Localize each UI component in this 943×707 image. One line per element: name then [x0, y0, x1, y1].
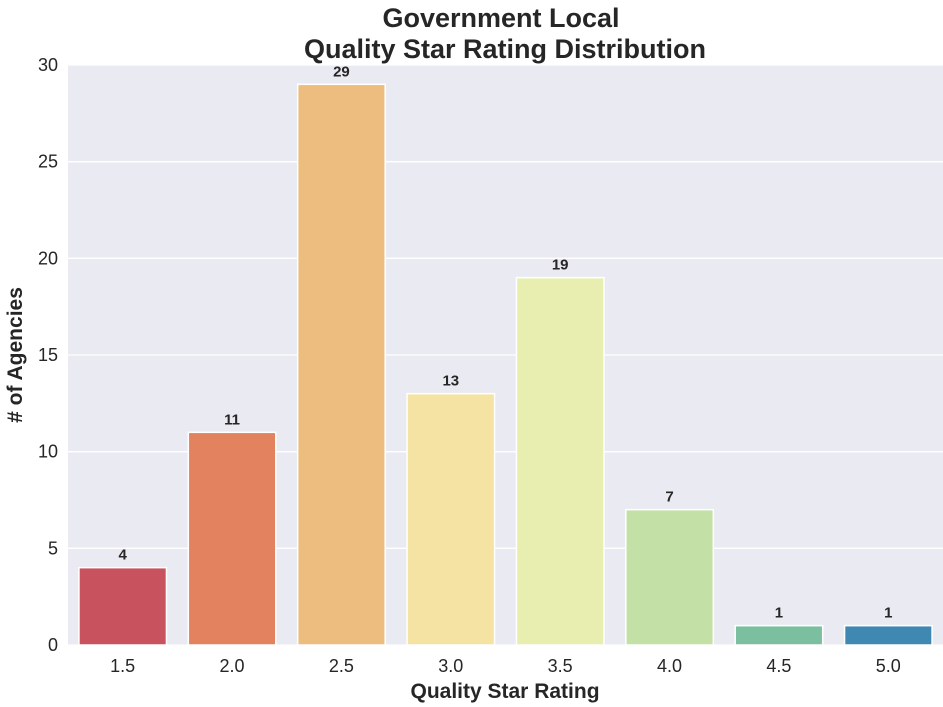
- y-tick-label: 15: [38, 345, 58, 365]
- y-tick-label: 5: [48, 538, 58, 558]
- x-tick-label: 4.5: [766, 656, 791, 676]
- x-axis-label: Quality Star Rating: [410, 680, 599, 703]
- x-tick-label: 1.5: [110, 656, 135, 676]
- y-axis-label: # of Agencies: [4, 287, 27, 423]
- data-label: 29: [333, 63, 350, 80]
- x-axis-ticks: 1.5 2.0 2.5 3.0 3.5 4.0 4.5 5.0: [110, 656, 901, 676]
- x-tick-label: 4.0: [657, 656, 682, 676]
- bars: [78, 83, 933, 646]
- y-tick-label: 10: [38, 442, 58, 462]
- y-tick-label: 0: [48, 635, 58, 655]
- bar-2.0: [187, 431, 277, 646]
- x-tick-label: 5.0: [876, 656, 901, 676]
- bar-2.5: [296, 83, 386, 646]
- data-label: 19: [552, 257, 569, 274]
- y-tick-label: 30: [38, 55, 58, 75]
- x-tick-label: 2.0: [220, 656, 245, 676]
- bar-3.5: [515, 276, 605, 646]
- bar-4.0: [625, 508, 715, 646]
- bar-1.5: [78, 566, 168, 646]
- data-label: 1: [775, 605, 783, 622]
- y-axis-ticks: 0 5 10 15 20 25 30: [38, 55, 58, 655]
- x-tick-label: 3.5: [548, 656, 573, 676]
- chart-title: Government Local: [382, 3, 619, 33]
- data-label: 4: [119, 547, 128, 564]
- data-label: 7: [665, 489, 673, 506]
- data-label: 11: [224, 411, 240, 428]
- x-tick-label: 3.0: [438, 656, 463, 676]
- data-label: 13: [442, 373, 459, 390]
- chart-subtitle: Quality Star Rating Distribution: [304, 34, 706, 64]
- bar-3.0: [406, 392, 496, 646]
- data-label: 1: [884, 605, 892, 622]
- y-tick-label: 25: [38, 152, 58, 172]
- bar-4.5: [734, 624, 824, 646]
- x-tick-label: 2.5: [329, 656, 354, 676]
- bar-5.0: [843, 624, 933, 646]
- y-tick-label: 20: [38, 248, 58, 268]
